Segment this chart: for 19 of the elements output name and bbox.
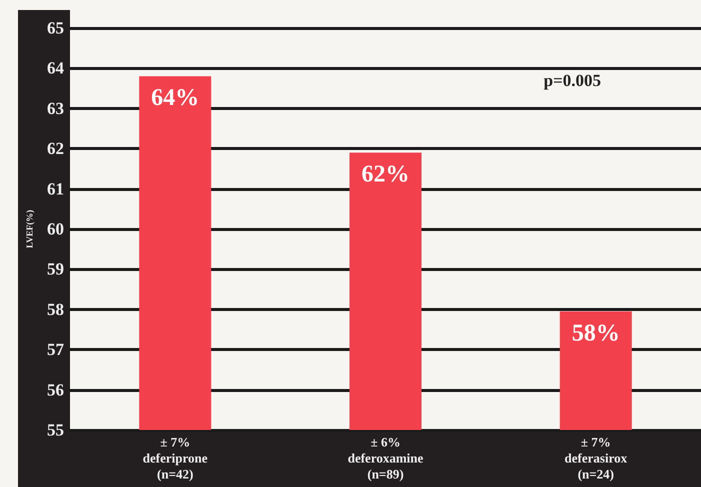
x-tick-label: ± 7% deferiprone (n=42)	[142, 434, 208, 482]
y-tick-label: 58	[47, 300, 64, 319]
y-tick-label: 61	[47, 179, 64, 198]
y-tick-label: 59	[47, 260, 64, 279]
annotation: p=0.005	[544, 71, 602, 90]
y-tick-label: 64	[47, 58, 64, 78]
y-tick-label: 57	[47, 340, 64, 360]
data-label: 62%	[362, 162, 410, 188]
data-label: 64%	[151, 85, 200, 112]
y-tick-label: 60	[47, 220, 64, 238]
x-tick-label: ± 7% deferasirox (n=24)	[564, 434, 628, 482]
y-tick-label: 56	[47, 380, 64, 400]
data-label: 58%	[572, 320, 620, 346]
y-tick-label: 55	[47, 420, 64, 440]
y-tick-label: 63	[47, 98, 64, 118]
y-tick-label: 65	[47, 18, 64, 38]
y-tick-label: 62	[47, 139, 64, 158]
y-axis-title: LVEF(%)	[24, 210, 34, 248]
x-tick-label: ± 6% deferoxamine (n=89)	[348, 434, 424, 482]
